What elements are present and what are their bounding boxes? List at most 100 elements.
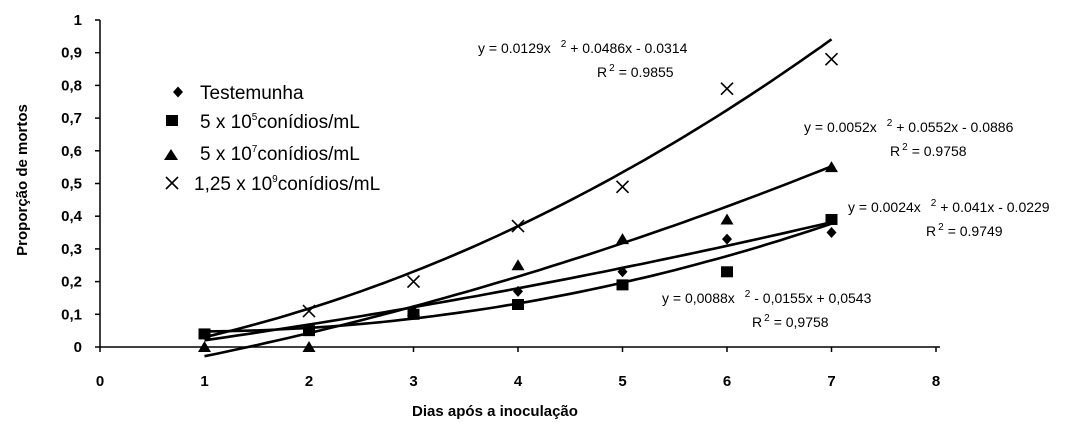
y-tick-label: 0,4 [61,208,83,225]
equation-5e5-pre: y = 0,0088x [662,290,735,306]
equation-5e7-post: + 0.0552x - 0.0886 [892,119,1013,135]
y-tick-label: 0,1 [61,306,82,323]
equation-testemunha-post: + 0.041x - 0.0229 [936,199,1049,215]
data-point-triangle [825,161,838,173]
legend-item-1-25e9: 1,25 x 109conídios/mL [165,174,380,195]
legend-label-5e7: 5 x 107conídios/mL [200,144,360,165]
r2-letter: R [752,314,762,330]
equation-5e7-pre: y = 0.0052x [804,119,877,135]
y-tick-label: 1 [74,12,82,29]
legend-label-1-25e9-suffix: conídios/mL [278,174,380,195]
legend-label-5e7-exp: 7 [252,144,258,155]
r2-letter: R [597,64,607,80]
legend-label-5e7-prefix: 5 x 10 [200,144,252,165]
equation-testemunha-formula: y = 0.0024x 2 + 0.041x - 0.0229 [848,198,1050,215]
equation-1-25e9-formula: y = 0.0129x 2 + 0.0486x - 0.0314 [478,39,688,56]
r2-letter: R [890,143,900,159]
equation-5e7-formula: y = 0.0052x 2 + 0.0552x - 0.0886 [804,118,1014,135]
data-point-x [615,180,630,194]
equation-testemunha-pre: y = 0.0024x [848,199,921,215]
legend-label-5e7-suffix: conídios/mL [257,144,359,165]
legend-diamond-marker [173,86,183,98]
data-point-square [198,328,211,340]
equation-5e5-post: - 0,0155x + 0,0543 [750,290,871,306]
trendline [204,220,832,342]
y-tick-label: 0,5 [61,176,82,193]
legend-item-testemunha: Testemunha [173,83,304,104]
y-tick-label: 0,8 [61,77,82,94]
legend-label-5e5-exp: 5 [252,112,258,123]
legend-label-1-25e9: 1,25 x 109conídios/mL [194,174,380,195]
y-tick-label: 0,6 [61,143,82,160]
x-tick-group: 0 1 2 3 4 5 6 7 8 [96,347,940,390]
y-tick-label: 0,7 [61,110,82,127]
data-point-square [825,213,838,225]
r2-sup: 2 [764,313,770,324]
legend-label-5e5-suffix: conídios/mL [257,112,359,133]
x-tick-label: 2 [305,373,313,390]
x-tick-label: 4 [514,373,523,390]
r2-sup: 2 [938,222,944,233]
r2-letter: R [926,223,936,239]
data-point-x [720,82,734,96]
equation-5e7-sup: 2 [887,118,893,129]
x-tick-label: 3 [409,373,417,390]
x-tick-label: 5 [618,373,626,390]
equation-5e5-r2: R 2 = 0,9758 [752,313,829,330]
legend-x-marker [165,176,179,190]
data-point-triangle [407,305,420,317]
data-point-triangle [720,213,734,225]
data-point-x [406,275,421,289]
legend-triangle-marker [164,149,178,160]
legend-item-5e5: 5 x 105conídios/mL [166,112,360,133]
equation-5e7-r2: R 2 = 0.9758 [890,142,967,159]
y-tick-label: 0 [74,339,82,356]
r2-sup: 2 [609,63,615,74]
legend-item-5e7: 5 x 107conídios/mL [164,144,360,165]
x-axis-title: Dias após a inoculação [412,403,578,420]
data-point-square [512,298,524,310]
legend-label-1-25e9-exp: 9 [272,174,278,185]
legend-label-testemunha: Testemunha [200,83,304,104]
data-point-square [303,325,315,337]
y-tick-group: 0 0,1 0,2 0,3 0,4 0,5 0,6 0,7 0,8 0,9 1 [61,12,100,356]
x-tick-label: 8 [932,373,940,390]
legend-label-5e5-prefix: 5 x 10 [200,112,252,133]
legend-square-marker [166,115,178,126]
data-point-x [824,52,839,66]
equation-1-25e9-r2-value: = 0.9855 [619,64,674,80]
equation-1-25e9-post: + 0.0486x - 0.0314 [566,40,687,56]
data-point-diamond [722,233,732,245]
equation-5e5-sup: 2 [745,289,751,300]
equation-1-25e9: y = 0.0129x 2 + 0.0486x - 0.0314 R 2 = 0.98… [478,39,688,80]
data-point-square [616,279,629,291]
data-point-diamond [617,266,628,278]
equation-1-25e9-pre: y = 0.0129x [478,40,551,56]
legend-label-1-25e9-prefix: 1,25 x 10 [194,174,272,195]
data-point-triangle [511,259,525,271]
x-tick-label: 7 [827,373,835,390]
y-tick-label: 0,3 [61,241,82,258]
data-point-x [511,219,525,233]
equation-1-25e9-sup: 2 [561,39,567,50]
x-tick-label: 0 [96,373,104,390]
y-axis-title: Proporção de mortos [14,104,31,256]
equation-testemunha-r2-value: = 0.9749 [948,223,1003,239]
data-point-x [302,304,316,318]
equation-5e7-r2-value: = 0.9758 [912,143,967,159]
data-point-diamond [826,227,837,239]
equation-5e5: y = 0,0088x 2 - 0,0155x + 0,0543 R 2 = 0,97… [662,289,872,330]
data-point-square [721,266,733,278]
equation-testemunha-sup: 2 [931,198,937,209]
data-point-triangle [616,233,629,245]
data-point-diamond [513,285,523,297]
equation-5e5-formula: y = 0,0088x 2 - 0,0155x + 0,0543 [662,289,872,306]
legend: Testemunha 5 x 105conídios/mL 5 x 107con… [164,83,380,195]
legend-label-5e5: 5 x 105conídios/mL [200,112,360,133]
r2-sup: 2 [902,142,908,153]
equation-5e7: y = 0.0052x 2 + 0.0552x - 0.0886 R 2 = 0.97… [804,118,1014,159]
data-point-triangle [302,341,316,352]
data-point-group [198,52,839,352]
y-tick-label: 0,2 [61,274,82,291]
